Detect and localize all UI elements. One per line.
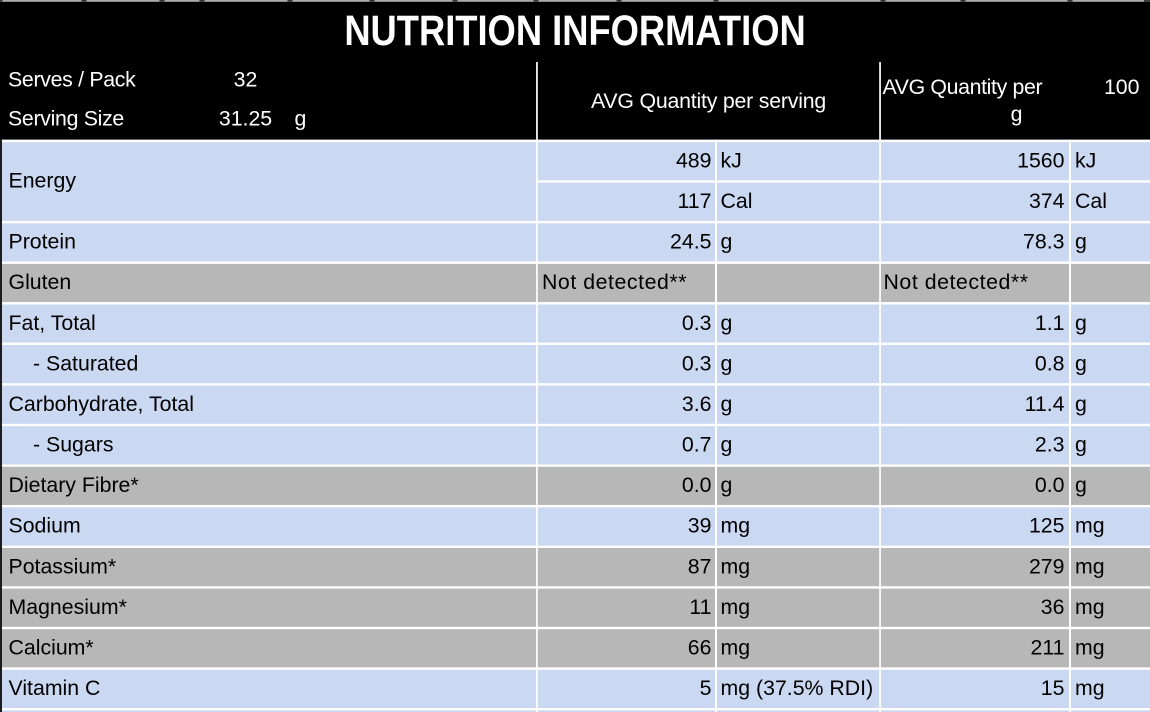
svg-text:489: 489 <box>676 148 712 172</box>
svg-text:100: 100 <box>1104 75 1140 99</box>
svg-text:mg: mg <box>1075 554 1105 578</box>
svg-text:Dietary Fibre*: Dietary Fibre* <box>9 473 139 497</box>
svg-text:Serves / Pack: Serves / Pack <box>8 67 136 91</box>
svg-text:Protein: Protein <box>9 230 76 254</box>
svg-text:374: 374 <box>1029 189 1065 213</box>
svg-text:g: g <box>1075 230 1087 254</box>
svg-text:11: 11 <box>689 595 711 619</box>
svg-text:g: g <box>721 351 733 375</box>
svg-text:Magnesium*: Magnesium* <box>9 595 127 619</box>
svg-text:mg: mg <box>1075 595 1105 619</box>
svg-text:g: g <box>1075 311 1087 335</box>
svg-text:Serving Size: Serving Size <box>8 106 124 130</box>
svg-text:Sodium: Sodium <box>9 514 81 538</box>
svg-text:66: 66 <box>688 635 712 659</box>
svg-text:0.7: 0.7 <box>682 433 712 457</box>
svg-text:g: g <box>721 311 733 335</box>
svg-text:kJ: kJ <box>1075 148 1096 172</box>
svg-text:0.0: 0.0 <box>1035 473 1065 497</box>
svg-text:87: 87 <box>688 554 712 578</box>
svg-text:AVG Quantity per serving: AVG Quantity per serving <box>591 89 826 113</box>
svg-text:Cal: Cal <box>1075 189 1107 213</box>
svg-text:mg: mg <box>721 514 751 538</box>
svg-text:mg: mg <box>721 554 751 578</box>
svg-text:mg: mg <box>721 595 751 619</box>
svg-text:24.5: 24.5 <box>670 230 711 254</box>
svg-text:0.3: 0.3 <box>682 311 712 335</box>
svg-text:Calcium*: Calcium* <box>9 635 94 659</box>
svg-text:g: g <box>721 230 733 254</box>
svg-text:mg: mg <box>1075 676 1105 700</box>
svg-text:5: 5 <box>700 676 712 700</box>
svg-text:mg (37.5% RDI): mg (37.5% RDI) <box>721 676 874 700</box>
svg-text:Vitamin C: Vitamin C <box>9 676 101 700</box>
svg-text:AVG Quantity per: AVG Quantity per <box>883 75 1043 99</box>
svg-text:g: g <box>721 433 733 457</box>
svg-text:0.3: 0.3 <box>682 351 712 375</box>
svg-text:g: g <box>721 392 733 416</box>
svg-text:0.8: 0.8 <box>1035 351 1065 375</box>
svg-text:Not detected**: Not detected** <box>884 270 1029 294</box>
svg-text:Potassium*: Potassium* <box>9 554 117 578</box>
svg-text:Not detected**: Not detected** <box>542 270 687 294</box>
svg-text:0.0: 0.0 <box>682 473 712 497</box>
svg-text:kJ: kJ <box>721 148 742 172</box>
svg-text:32: 32 <box>234 67 258 91</box>
svg-text:mg: mg <box>1075 514 1105 538</box>
svg-text:39: 39 <box>688 514 712 538</box>
svg-text:g: g <box>1075 433 1087 457</box>
svg-text:Fat, Total: Fat, Total <box>9 311 96 335</box>
svg-text:g: g <box>295 106 307 130</box>
svg-text:g: g <box>1075 392 1087 416</box>
svg-text:211: 211 <box>1031 635 1065 659</box>
svg-text:Cal: Cal <box>721 189 753 213</box>
svg-text:g: g <box>1011 102 1023 126</box>
svg-text:3.6: 3.6 <box>682 392 712 416</box>
svg-text:- Sugars: - Sugars <box>33 433 114 457</box>
svg-text:117: 117 <box>678 189 712 213</box>
svg-text:125: 125 <box>1029 514 1065 538</box>
svg-text:Gluten: Gluten <box>9 270 72 294</box>
svg-text:1.1: 1.1 <box>1035 311 1065 335</box>
svg-text:mg: mg <box>1075 635 1105 659</box>
svg-text:g: g <box>1075 351 1087 375</box>
svg-text:- Saturated: - Saturated <box>33 351 138 375</box>
svg-text:NUTRITION INFORMATION: NUTRITION INFORMATION <box>344 7 805 54</box>
svg-text:2.3: 2.3 <box>1035 433 1065 457</box>
svg-text:78.3: 78.3 <box>1023 230 1064 254</box>
svg-text:1560: 1560 <box>1017 148 1065 172</box>
svg-text:g: g <box>721 473 733 497</box>
svg-text:g: g <box>1075 473 1087 497</box>
svg-text:11.4: 11.4 <box>1025 392 1065 416</box>
svg-text:31.25: 31.25 <box>219 106 272 130</box>
svg-text:Energy: Energy <box>9 169 77 193</box>
svg-text:36: 36 <box>1041 595 1065 619</box>
svg-text:279: 279 <box>1029 554 1065 578</box>
svg-text:mg: mg <box>721 635 751 659</box>
svg-text:Carbohydrate, Total: Carbohydrate, Total <box>9 392 194 416</box>
svg-text:15: 15 <box>1041 676 1065 700</box>
